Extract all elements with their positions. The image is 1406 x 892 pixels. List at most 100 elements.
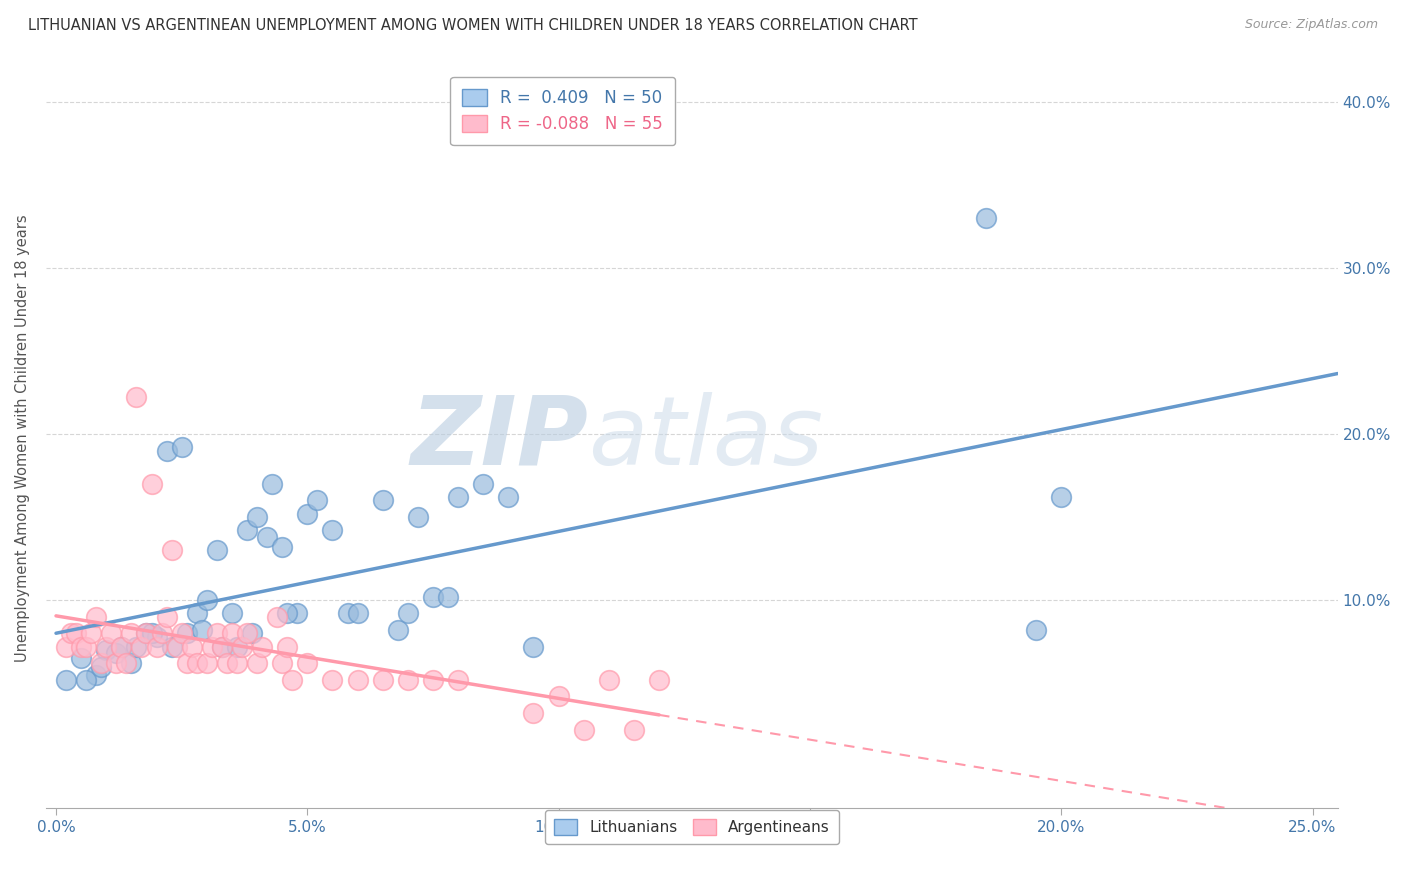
Point [371,493,394,508]
Point [321,524,343,538]
Point [422,673,444,687]
Point [250,640,273,654]
Point [498,490,520,504]
Point [472,476,495,491]
Point [141,626,163,640]
Point [120,657,142,671]
Point [70,651,93,665]
Point [262,476,284,491]
Point [623,723,645,737]
Point [191,623,214,637]
Point [522,640,544,654]
Point [221,626,243,640]
Point [155,609,177,624]
Point [170,626,193,640]
Point [105,646,128,660]
Point [321,673,343,687]
Point [60,626,83,640]
Point [226,640,249,654]
Point [387,623,409,637]
Point [437,590,460,604]
Point [110,640,132,654]
Point [276,640,298,654]
Text: Source: ZipAtlas.com: Source: ZipAtlas.com [1244,18,1378,31]
Point [447,490,470,504]
Point [271,540,294,554]
Point [221,607,243,621]
Y-axis label: Unemployment Among Women with Children Under 18 years: Unemployment Among Women with Children U… [15,214,30,662]
Point [90,657,112,671]
Point [246,657,269,671]
Point [240,626,263,640]
Point [547,690,569,704]
Point [256,530,278,544]
Point [205,543,228,558]
Point [70,640,93,654]
Point [160,640,183,654]
Point [55,640,77,654]
Point [271,657,294,671]
Point [195,657,218,671]
Point [96,643,118,657]
Point [131,640,153,654]
Point [285,607,308,621]
Point [231,640,253,654]
Point [281,673,304,687]
Point [55,673,77,687]
Point [336,607,359,621]
Point [90,659,112,673]
Point [110,640,132,654]
Point [236,524,259,538]
Point [186,657,208,671]
Text: atlas: atlas [589,392,824,484]
Point [145,630,167,644]
Point [100,626,122,640]
Point [246,510,269,524]
Point [447,673,470,687]
Point [211,640,233,654]
Point [598,673,620,687]
Text: ZIP: ZIP [411,392,589,484]
Point [150,626,173,640]
Point [422,590,444,604]
Point [141,476,163,491]
Point [572,723,595,737]
Point [115,657,138,671]
Point [186,607,208,621]
Point [346,673,368,687]
Point [346,607,368,621]
Point [195,593,218,607]
Point [201,640,224,654]
Point [135,626,157,640]
Point [406,510,429,524]
Point [155,443,177,458]
Point [120,626,142,640]
Point [226,657,249,671]
Point [215,657,238,671]
Point [1025,623,1047,637]
Point [170,440,193,454]
Point [125,640,148,654]
Point [75,673,97,687]
Point [65,626,87,640]
Point [84,609,107,624]
Point [266,609,288,624]
Point [236,626,259,640]
Point [84,668,107,682]
Point [135,626,157,640]
Point [105,657,128,671]
Point [80,626,103,640]
Point [176,657,198,671]
Point [522,706,544,720]
Point [180,640,202,654]
Point [974,211,997,225]
Point [1050,490,1073,504]
Point [75,640,97,654]
Text: LITHUANIAN VS ARGENTINEAN UNEMPLOYMENT AMONG WOMEN WITH CHILDREN UNDER 18 YEARS : LITHUANIAN VS ARGENTINEAN UNEMPLOYMENT A… [28,18,918,33]
Point [166,640,188,654]
Point [125,391,148,405]
Point [145,640,167,654]
Point [371,673,394,687]
Legend: Lithuanians, Argentineans: Lithuanians, Argentineans [546,810,839,845]
Point [648,673,671,687]
